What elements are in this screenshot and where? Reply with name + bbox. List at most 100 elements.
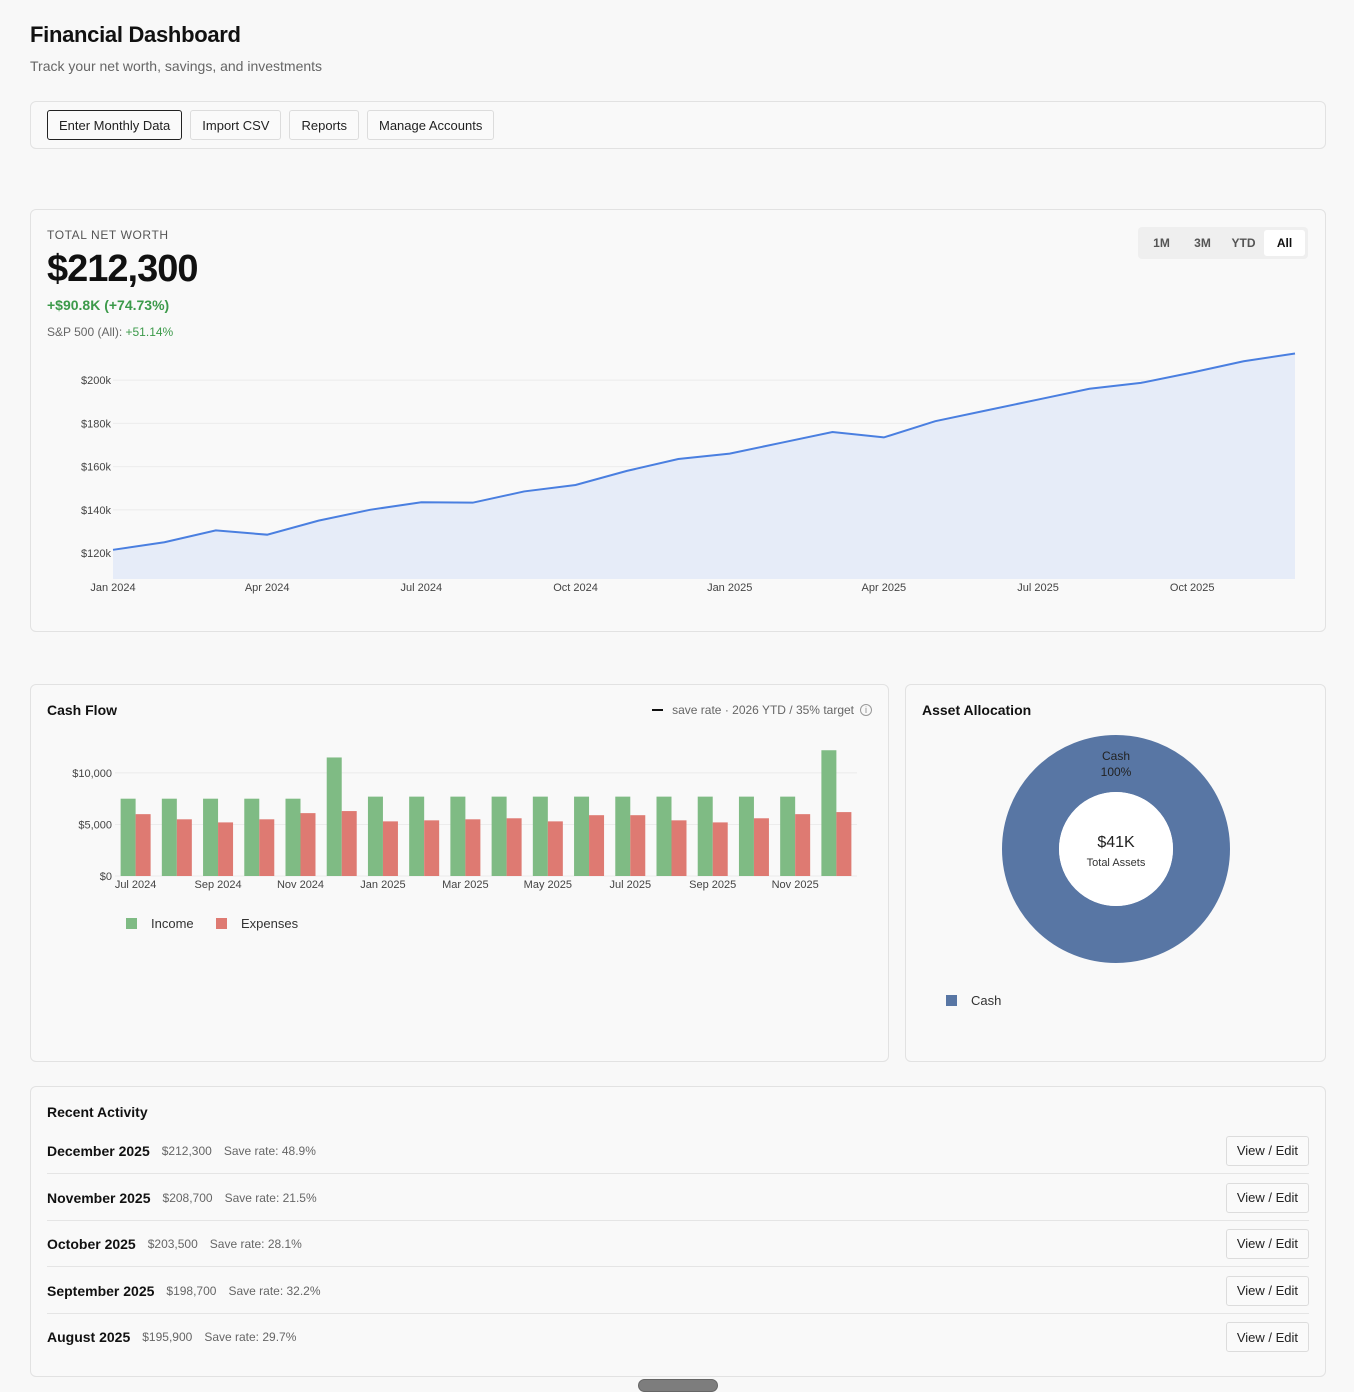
income-bar [326,757,342,876]
activity-month: October 2025 [47,1235,136,1252]
y-tick-label: $10,000 [72,768,112,780]
x-tick-label: Jul 2024 [401,582,443,594]
import-csv-button[interactable]: Import CSV [190,110,282,140]
net-worth-value: $212,300 [47,248,198,290]
activity-month: September 2025 [47,1282,155,1299]
save-rate-note: save rate · 2026 YTD / 35% target i [652,703,872,717]
expense-bar [836,812,852,876]
sp500-value: +51.14% [125,325,174,339]
income-bar [409,796,425,876]
y-tick-label: $0 [100,871,112,883]
view-edit-button[interactable]: View / Edit [1225,1135,1309,1166]
income-bar [120,798,136,876]
expense-bar [382,821,398,876]
view-edit-button[interactable]: View / Edit [1225,1228,1309,1259]
activity-amount: $208,700 [162,1190,213,1205]
net-worth-chart: $120k $140k $160k $180k $200k Jan 2024 Apr 202… [81,352,1296,594]
view-edit-button[interactable]: View / Edit [1225,1182,1309,1213]
expense-bar [712,822,728,876]
income-bar [532,796,548,876]
legend-cash-label: Cash [971,993,1002,1008]
x-tick-label: Mar 2025 [442,879,488,891]
y-tick-label: $5,000 [78,819,112,831]
legend-income[interactable]: Income [126,916,194,931]
x-tick-label: Sep 2024 [195,879,242,891]
donut-slice-cash[interactable] [1002,735,1230,963]
view-edit-button[interactable]: View / Edit [1225,1275,1309,1306]
sp500-label: S&P 500 (All): [47,325,123,339]
expense-bar [795,814,811,876]
net-worth-card: $120k $140k $160k $180k $200k Jan 2024 Apr 202… [30,209,1326,632]
expense-bar [630,815,646,876]
slice-label: Cash [1102,749,1130,763]
activity-amount: $203,500 [147,1236,198,1251]
range-1m-button[interactable]: 1M [1153,236,1170,250]
activity-month: August 2025 [47,1329,131,1345]
x-tick-label: May 2025 [524,879,572,891]
expense-bar [300,813,316,876]
reports-button[interactable]: Reports [289,110,359,140]
x-tick-label: Jan 2024 [90,582,135,594]
action-toolbar: Enter Monthly Data Import CSV Reports Ma… [30,101,1326,149]
enter-monthly-data-button[interactable]: Enter Monthly Data [47,110,183,140]
x-tick-label: Oct 2024 [553,582,598,594]
legend-expenses[interactable]: Expenses [216,916,298,931]
x-tick-label: Jul 2025 [609,879,651,891]
activity-save-rate: Save rate: 32.2% [228,1283,321,1298]
activity-row: December 2025 $212,300 Save rate: 48.9% … [47,1128,1309,1174]
x-tick-label: Oct 2025 [1170,582,1215,594]
net-worth-change: +$90.8K (+74.73%) [47,297,170,313]
x-tick-label: Nov 2024 [277,879,324,891]
activity-amount: $212,300 [161,1143,212,1158]
x-tick-label: Nov 2025 [772,879,819,891]
range-ytd-button[interactable]: YTD [1231,236,1256,250]
expense-bar [465,819,481,876]
y-tick-label: $200k [81,375,111,387]
page-title: Financial Dashboard [30,22,241,47]
x-tick-label: Apr 2025 [862,582,907,594]
activity-month: December 2025 [47,1142,150,1159]
donut-center [1059,792,1173,906]
activity-save-rate: Save rate: 21.5% [224,1190,317,1205]
range-selector: 1M 3M YTD All [1138,227,1308,259]
expense-bar [259,819,275,876]
income-bar [203,798,219,876]
cash-flow-title: Cash Flow [47,702,118,718]
income-bar [285,798,301,876]
save-rate-note-text: save rate · 2026 YTD / 35% target [672,703,854,717]
net-worth-line [112,352,1296,551]
expenses-swatch [216,918,227,929]
activity-amount: $198,700 [166,1283,217,1298]
asset-allocation-card: Asset Allocation Cash 100% $41K Total As… [905,684,1326,1062]
recent-activity-card: Recent Activity December 2025 $212,300 S… [30,1086,1326,1377]
y-tick-label: $180k [81,418,111,430]
activity-row: November 2025 $208,700 Save rate: 21.5% … [47,1175,1309,1221]
income-bar [574,796,590,876]
manage-accounts-button[interactable]: Manage Accounts [367,110,495,140]
income-bar [367,796,383,876]
horizontal-scrollbar[interactable] [638,1379,718,1392]
activity-amount: $195,900 [142,1330,193,1344]
cash-flow-chart: $0 $5,000 $10,000 Jul 2024 Sep 2024 Nov 2024 J… [72,750,857,891]
income-bar [697,796,713,876]
legend-cash[interactable]: Cash [946,993,1001,1008]
legend-income-label: Income [151,916,194,931]
y-tick-label: $120k [81,548,111,560]
x-tick-label: Jul 2024 [115,879,157,891]
income-bar [244,798,260,876]
view-edit-button[interactable]: View / Edit [1225,1322,1309,1352]
activity-row: September 2025 $198,700 Save rate: 32.2%… [47,1268,1309,1314]
x-tick-label: Jul 2025 [1017,582,1059,594]
net-worth-label: TOTAL NET WORTH [47,228,169,242]
net-worth-area [113,353,1295,579]
expense-bar [547,821,563,876]
range-3m-button[interactable]: 3M [1194,236,1211,250]
x-tick-label: Sep 2025 [689,879,736,891]
income-swatch [126,918,137,929]
info-icon[interactable]: i [860,704,872,716]
income-bar [780,796,796,876]
range-all-button[interactable]: All [1264,230,1305,256]
save-rate-line-icon [652,709,664,711]
income-bar [738,796,754,876]
expense-bar [424,820,440,876]
